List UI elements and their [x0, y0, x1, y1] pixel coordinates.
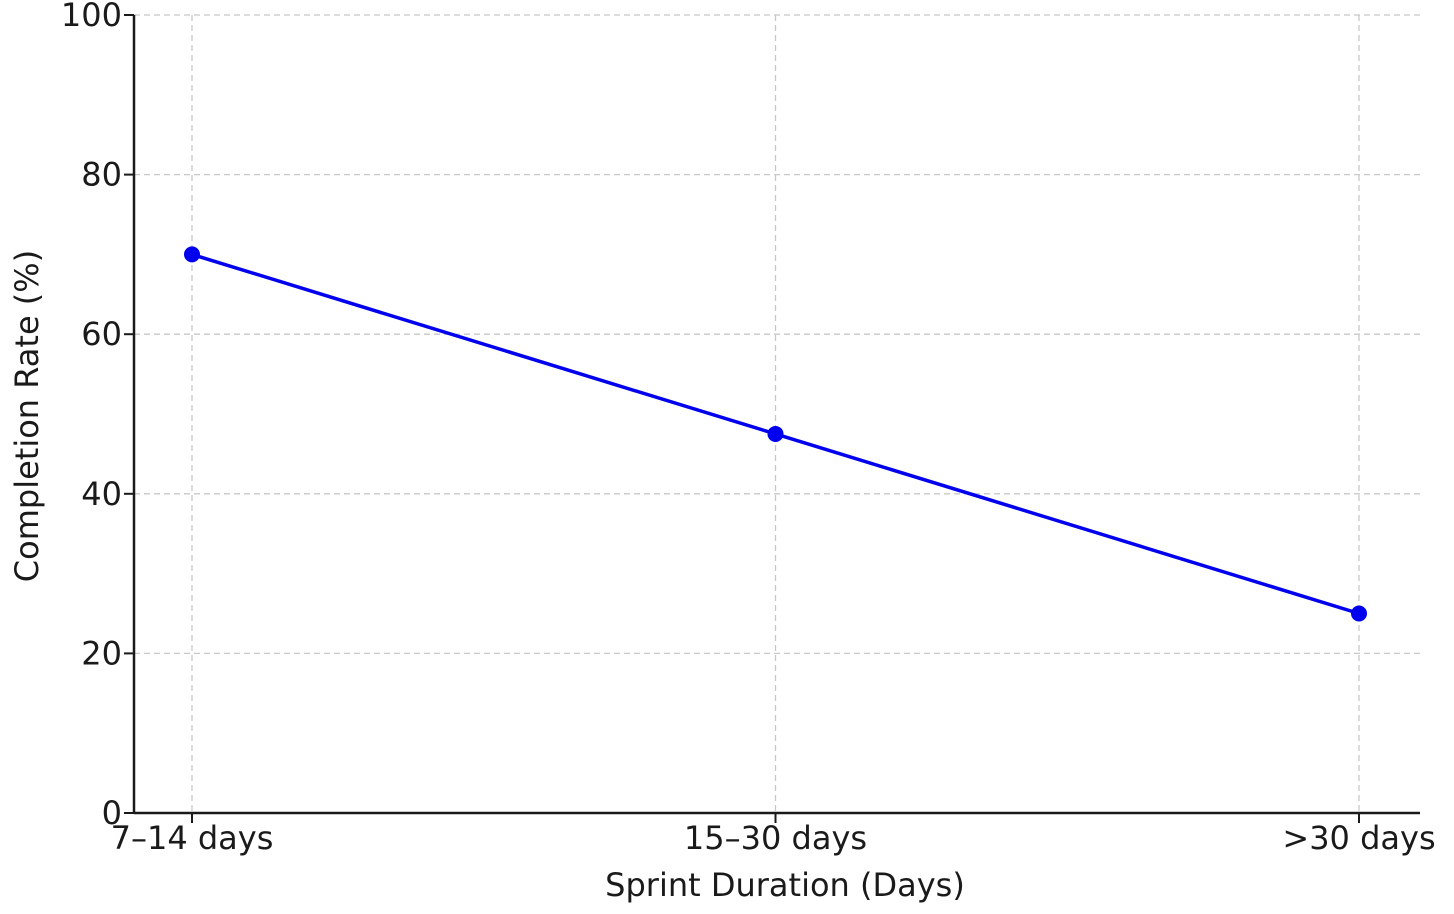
y-tick-label: 60: [81, 315, 122, 353]
y-axis-title: Completion Rate (%): [8, 250, 46, 582]
y-tick-label: 100: [61, 0, 122, 34]
y-tick-label: 40: [81, 475, 122, 513]
data-point: [1351, 605, 1367, 622]
series-layer: [184, 246, 1367, 622]
x-tick-label: >30 days: [1282, 819, 1435, 857]
grid: [134, 14, 1420, 814]
y-tick-label: 80: [81, 156, 122, 194]
x-tick-label: 7–14 days: [111, 819, 274, 857]
x-axis-title: Sprint Duration (Days): [605, 866, 965, 904]
x-tick-label: 15–30 days: [684, 819, 867, 857]
y-tick-label: 20: [81, 634, 122, 672]
data-point: [184, 246, 200, 263]
data-point: [767, 425, 784, 442]
axes: [124, 14, 1420, 823]
y-tick-label: 0: [102, 794, 122, 832]
tick-labels: 0 20 40 60 80 100 7–14 days 15–30 days >30 days: [61, 0, 1436, 857]
